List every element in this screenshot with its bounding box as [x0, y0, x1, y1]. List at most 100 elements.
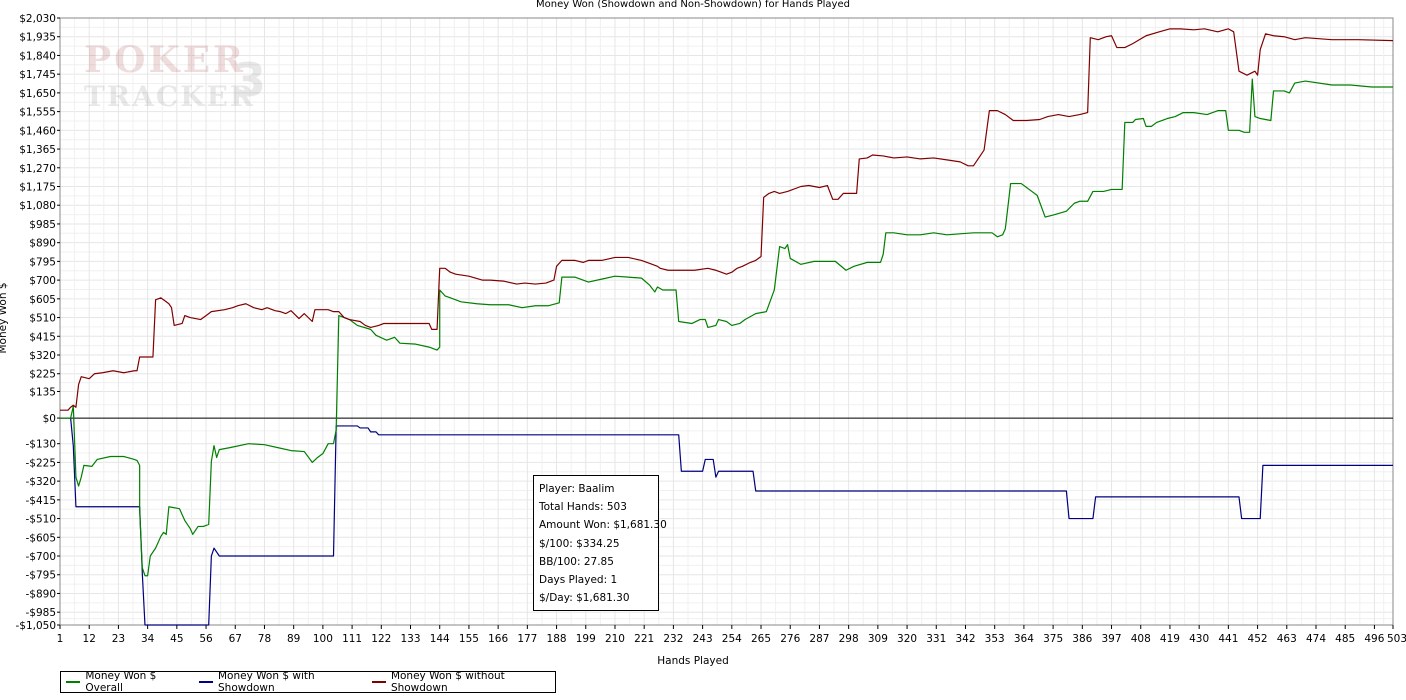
x-tick-label: 243 — [693, 633, 713, 645]
y-tick-label: $1,460 — [19, 125, 56, 137]
x-tick-label: 375 — [1043, 633, 1063, 645]
y-tick-label: -$700 — [25, 551, 56, 563]
logo-line2: TRACKER — [84, 80, 255, 112]
x-tick-label: 199 — [576, 633, 596, 645]
series-line-money-won-overall — [60, 78, 1393, 577]
x-tick-label: 309 — [868, 633, 888, 645]
x-tick-label: 419 — [1160, 633, 1180, 645]
x-tick-label: 331 — [926, 633, 946, 645]
legend-item-non-showdown: Money Won $ without Showdown — [371, 670, 547, 694]
legend-item-overall: Money Won $ Overall — [66, 670, 186, 694]
x-tick-label: 34 — [141, 633, 155, 645]
y-tick-label: $320 — [29, 350, 56, 362]
x-tick-label: 430 — [1189, 633, 1209, 645]
x-tick-label: 364 — [1014, 633, 1034, 645]
stats-amount-won: Amount Won: $1,681.30 — [539, 519, 667, 532]
player-stats-box: Player: Baalim Total Hands: 503 Amount W… — [533, 475, 667, 611]
x-tick-label: 320 — [897, 633, 917, 645]
x-tick-label: 56 — [199, 633, 213, 645]
y-tick-label: $415 — [29, 331, 56, 343]
x-tick-label: 397 — [1102, 633, 1122, 645]
stats-days-played: Days Played: 1 — [539, 574, 618, 587]
x-tick-label: 78 — [258, 633, 271, 645]
series-layer — [60, 28, 1394, 626]
y-tick-label: $135 — [29, 386, 56, 398]
logo-version: 3 — [234, 53, 266, 107]
legend-label-overall: Money Won $ Overall — [85, 670, 157, 694]
y-tick-label: -$890 — [25, 588, 56, 600]
y-tick-label: -$130 — [25, 439, 56, 451]
y-tick-label: $1,745 — [19, 69, 56, 81]
chart-grid — [59, 17, 1394, 626]
y-tick-label: $700 — [29, 275, 56, 287]
x-tick-label: 441 — [1218, 633, 1238, 645]
x-tick-label: 221 — [634, 633, 654, 645]
stats-bb-100: BB/100: 27.85 — [539, 555, 614, 568]
x-tick-label: 23 — [112, 633, 125, 645]
legend-label-non-showdown: Money Won $ without Showdown — [390, 670, 505, 694]
x-tick-label: 496 — [1364, 633, 1384, 645]
x-tick-label: 254 — [722, 633, 742, 645]
x-tick-label: 144 — [430, 633, 450, 645]
plot-area-border — [59, 17, 1394, 626]
logo-line1: POKER — [84, 39, 246, 81]
x-tick-label: 133 — [400, 633, 420, 645]
x-tick-label: 342 — [955, 633, 975, 645]
legend-swatch-overall — [66, 681, 81, 683]
x-tick-label: 100 — [313, 633, 333, 645]
x-tick-label: 12 — [83, 633, 96, 645]
y-tick-label: $1,080 — [19, 200, 56, 212]
x-tick-label: 386 — [1072, 633, 1092, 645]
x-tick-label: 1 — [57, 633, 64, 645]
chart-title: Money Won (Showdown and Non-Showdown) fo… — [536, 0, 850, 10]
y-tick-label: $1,555 — [19, 107, 56, 119]
x-tick-label: 503 — [1387, 633, 1406, 645]
stats-per-day: $/Day: $1,681.30 — [539, 592, 630, 605]
y-tick-label: $2,030 — [19, 13, 56, 25]
x-tick-label: 45 — [170, 633, 183, 645]
y-tick-label: -$225 — [25, 457, 56, 469]
x-tick-label: 276 — [780, 633, 800, 645]
x-tick-label: 89 — [287, 633, 300, 645]
y-tick-label: $890 — [29, 238, 56, 250]
x-tick-label: 408 — [1131, 633, 1151, 645]
y-tick-label: $1,840 — [19, 50, 56, 62]
y-axis-ticks: $2,030 $1,935 $1,840 $1,745 $1,650 $1,555 $1,4… — [15, 13, 60, 632]
y-tick-label: -$320 — [25, 476, 56, 488]
series-line-money-won-without-showdown — [60, 28, 1394, 411]
legend-item-showdown: Money Won $ with Showdown — [198, 670, 359, 694]
y-tick-label: $1,935 — [19, 32, 56, 44]
x-tick-label: 232 — [663, 633, 683, 645]
y-tick-label: $1,650 — [19, 88, 56, 100]
stats-total-hands: Total Hands: 503 — [539, 501, 627, 514]
y-tick-label: $795 — [29, 256, 56, 268]
x-tick-label: 166 — [488, 633, 508, 645]
legend-swatch-showdown — [198, 681, 213, 683]
x-tick-label: 353 — [985, 633, 1005, 645]
series-line-money-won-with-showdown — [60, 417, 1393, 626]
y-tick-label: -$795 — [25, 570, 56, 582]
stats-player: Player: Baalim — [539, 483, 615, 495]
legend-swatch-non-showdown — [371, 681, 386, 683]
x-tick-label: 111 — [342, 633, 362, 645]
x-tick-label: 210 — [605, 633, 625, 645]
x-axis-label: Hands Played — [657, 655, 728, 667]
x-tick-label: 67 — [229, 633, 242, 645]
poker-tracker-logo: POKER TRACKER 3 — [84, 39, 266, 112]
x-tick-label: 177 — [517, 633, 537, 645]
y-tick-label: $510 — [29, 313, 56, 325]
x-tick-label: 287 — [809, 633, 829, 645]
x-tick-label: 485 — [1335, 633, 1355, 645]
y-tick-label: -$1,050 — [15, 620, 56, 632]
y-tick-label: $605 — [29, 294, 56, 306]
y-tick-label: $1,270 — [19, 163, 56, 175]
x-tick-label: 452 — [1248, 633, 1268, 645]
x-tick-label: 265 — [751, 633, 771, 645]
stats-per-100: $/100: $334.25 — [539, 537, 620, 550]
chart-legend: Money Won $ Overall Money Won $ with Sho… — [60, 670, 556, 694]
x-axis-ticks: 1 12 23 34 45 56 67 78 89 100 111 122 133 144 155 166 17… — [57, 625, 1406, 645]
y-tick-label: $0 — [43, 413, 56, 425]
y-tick-label: -$605 — [25, 532, 56, 544]
y-tick-label: $1,365 — [19, 144, 56, 156]
